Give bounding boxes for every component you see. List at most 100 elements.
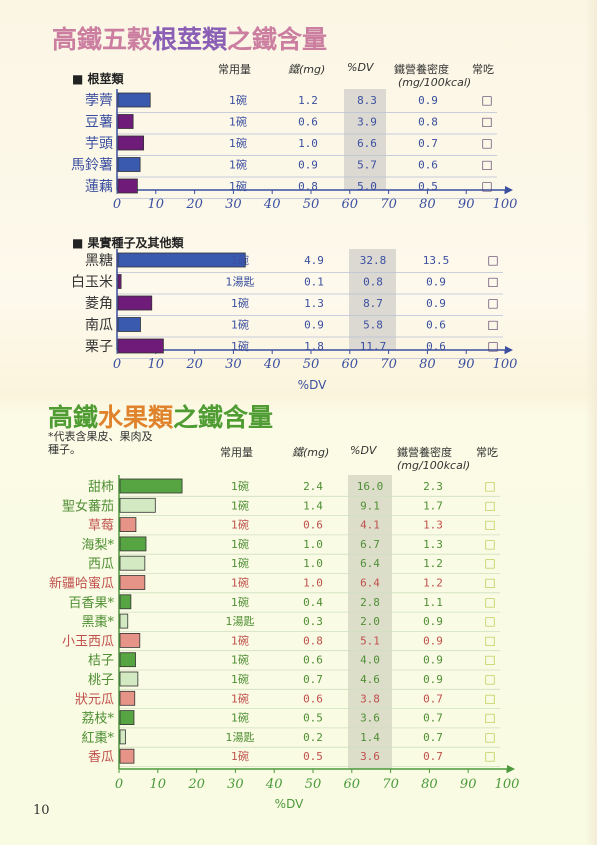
often-checkbox: □ <box>484 749 495 763</box>
cell-serving: 1碗 <box>231 595 249 609</box>
bar <box>119 613 129 629</box>
cell-dv: 32.8 <box>360 254 387 267</box>
bar <box>119 478 183 494</box>
x-tick-label: 0 <box>113 197 121 212</box>
cell-dv: 2.0 <box>360 615 380 628</box>
x-tick-label: 100 <box>493 357 518 372</box>
cell-density: 0.6 <box>418 159 438 172</box>
cell-iron: 4.9 <box>304 254 324 267</box>
bar <box>119 671 139 687</box>
category-label: 甜柿 <box>88 479 114 495</box>
bar <box>119 536 147 552</box>
bar <box>117 92 151 108</box>
bar <box>119 497 156 513</box>
bar <box>117 178 138 194</box>
x-tick-label: 40 <box>263 197 281 212</box>
category-label: 黑糖 <box>85 253 113 269</box>
x-tick-label: 10 <box>150 777 167 792</box>
often-checkbox: □ <box>484 595 495 609</box>
cell-density: 1.2 <box>423 577 443 590</box>
cell-dv: 1.4 <box>360 731 380 744</box>
cell-iron: 1.8 <box>304 340 324 353</box>
header-iron: 鐵(mg) <box>288 63 326 76</box>
fruit-header-serving: 常用量 <box>220 446 253 459</box>
header-density: 鐵營養密度 <box>394 63 449 76</box>
category-label: 桃子 <box>88 673 114 688</box>
cell-density: 0.7 <box>423 731 443 744</box>
cell-density: 0.9 <box>423 634 443 647</box>
bar <box>119 690 136 706</box>
cell-serving: 1碗 <box>231 672 249 686</box>
cell-iron: 0.7 <box>303 673 323 686</box>
x-axis-arrow <box>505 186 513 194</box>
cell-density: 1.1 <box>423 596 443 609</box>
often-checkbox: □ <box>484 711 495 725</box>
cell-density: 1.3 <box>423 538 443 551</box>
category-label: 香瓜 <box>88 750 114 765</box>
x-axis-arrow <box>507 765 515 773</box>
cell-density: 0.7 <box>423 692 443 705</box>
cell-serving: 1碗 <box>231 498 249 512</box>
cell-iron: 2.4 <box>303 480 323 493</box>
header-density-unit: (mg/100kcal) <box>398 76 472 89</box>
often-checkbox: □ <box>484 633 495 647</box>
header-often: 常吃 <box>472 63 494 76</box>
category-label: 蓮藕 <box>85 179 113 195</box>
bar <box>117 135 145 151</box>
x-tick-label: 0 <box>115 777 123 792</box>
cell-iron: 0.9 <box>304 319 324 332</box>
x-tick-label: 70 <box>380 197 397 212</box>
x-tick-label: 60 <box>342 197 359 212</box>
cell-iron: 0.2 <box>303 731 323 744</box>
cell-serving: 1碗 <box>231 556 249 570</box>
cell-iron: 0.6 <box>303 519 323 532</box>
bar <box>117 252 246 268</box>
cell-dv: 2.8 <box>360 596 380 609</box>
x-tick-label: 100 <box>495 777 520 792</box>
often-checkbox: □ <box>487 296 498 310</box>
fruit-header-iron: 鐵(mg) <box>292 446 330 459</box>
bar <box>119 555 146 571</box>
x-tick-label: 100 <box>493 197 518 212</box>
x-axis-label: %DV <box>275 797 304 811</box>
cell-serving: 1湯匙 <box>226 615 255 628</box>
dv-column-band <box>344 89 386 190</box>
often-checkbox: □ <box>484 556 495 570</box>
often-checkbox: □ <box>487 253 498 267</box>
bar <box>119 729 126 745</box>
category-label: 聖女蕃茄 <box>62 498 114 514</box>
cell-density: 2.3 <box>423 480 443 493</box>
cell-serving: 1碗 <box>231 749 249 763</box>
often-checkbox: □ <box>481 136 492 150</box>
x-tick-label: 20 <box>187 777 205 792</box>
x-tick-label: 10 <box>148 357 165 372</box>
cell-iron: 0.4 <box>303 596 323 609</box>
cell-dv: 16.0 <box>357 480 384 493</box>
cell-dv: 5.1 <box>360 634 380 647</box>
cell-serving: 1碗 <box>231 633 249 647</box>
often-checkbox: □ <box>484 576 495 590</box>
bar <box>119 575 146 590</box>
cell-density: 0.6 <box>426 340 446 353</box>
category-label: 荔枝* <box>81 712 114 727</box>
cell-dv: 8.7 <box>363 297 383 310</box>
fruit-header-density-unit: (mg/100kcal) <box>397 459 471 472</box>
x-axis-arrow <box>505 346 513 354</box>
cell-density: 0.7 <box>423 712 443 725</box>
cell-serving: 1碗 <box>229 158 247 172</box>
cell-dv: 0.8 <box>363 276 383 289</box>
cell-dv: 11.7 <box>360 340 387 353</box>
x-tick-label: 90 <box>460 777 477 792</box>
cell-dv: 3.6 <box>360 750 380 763</box>
x-tick-label: 80 <box>419 197 436 212</box>
often-checkbox: □ <box>481 179 492 193</box>
x-tick-label: 60 <box>344 777 361 792</box>
fruit-header-often: 常吃 <box>476 446 498 459</box>
cell-iron: 0.5 <box>303 750 323 763</box>
fruit-header-dv: %DV <box>350 444 377 457</box>
cell-density: 0.5 <box>418 180 438 193</box>
often-checkbox: □ <box>484 672 495 686</box>
bar <box>119 748 135 764</box>
